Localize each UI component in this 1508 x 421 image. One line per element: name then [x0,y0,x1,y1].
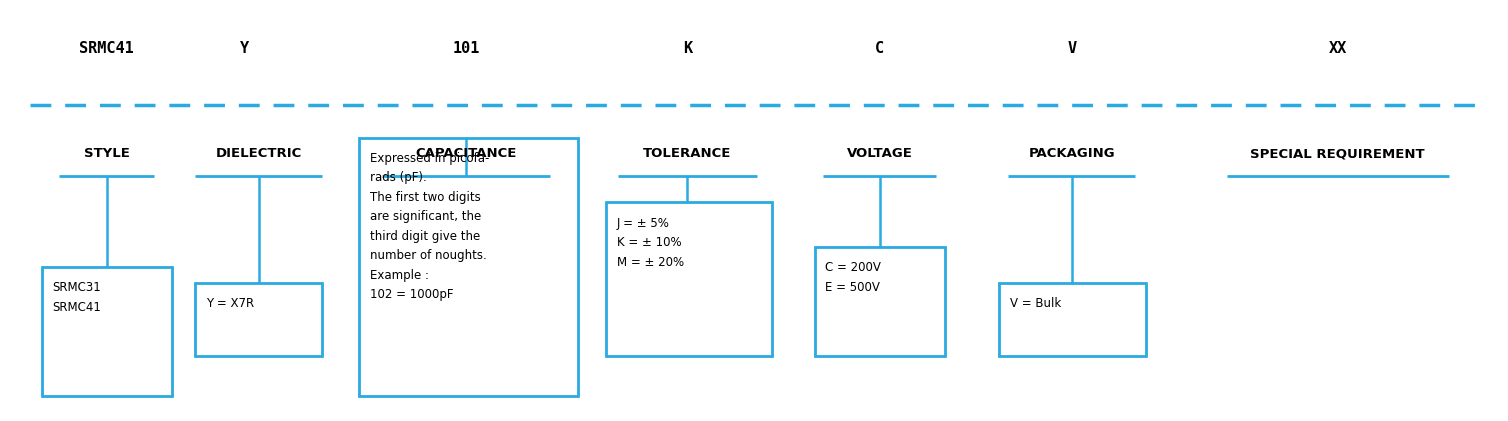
FancyBboxPatch shape [1000,283,1146,356]
Text: C: C [875,41,884,56]
Text: Y: Y [240,41,249,56]
Text: Y = X7R: Y = X7R [205,297,253,310]
FancyBboxPatch shape [42,267,172,397]
FancyBboxPatch shape [359,138,578,397]
Text: 101: 101 [452,41,480,56]
Text: STYLE: STYLE [84,147,130,160]
Text: SPECIAL REQUIREMENT: SPECIAL REQUIREMENT [1250,147,1425,160]
Text: Expressed in picofa-
rads (pF).
The first two digits
are significant, the
third : Expressed in picofa- rads (pF). The firs… [369,152,489,301]
Text: SRMC41: SRMC41 [80,41,134,56]
Text: J = ± 5%
K = ± 10%
M = ± 20%: J = ± 5% K = ± 10% M = ± 20% [617,216,683,269]
Text: SRMC31
SRMC41: SRMC31 SRMC41 [51,281,101,314]
Text: C = 200V
E = 500V: C = 200V E = 500V [825,261,881,293]
FancyBboxPatch shape [196,283,323,356]
Text: K: K [683,41,692,56]
FancyBboxPatch shape [814,247,944,356]
Text: VOLTAGE: VOLTAGE [846,147,912,160]
Text: XX: XX [1329,41,1347,56]
Text: PACKAGING: PACKAGING [1028,147,1114,160]
Text: DIELECTRIC: DIELECTRIC [216,147,302,160]
Text: TOLERANCE: TOLERANCE [644,147,731,160]
Text: CAPACITANCE: CAPACITANCE [415,147,517,160]
Text: V: V [1068,41,1077,56]
Text: V = Bulk: V = Bulk [1010,297,1062,310]
FancyBboxPatch shape [606,203,772,356]
